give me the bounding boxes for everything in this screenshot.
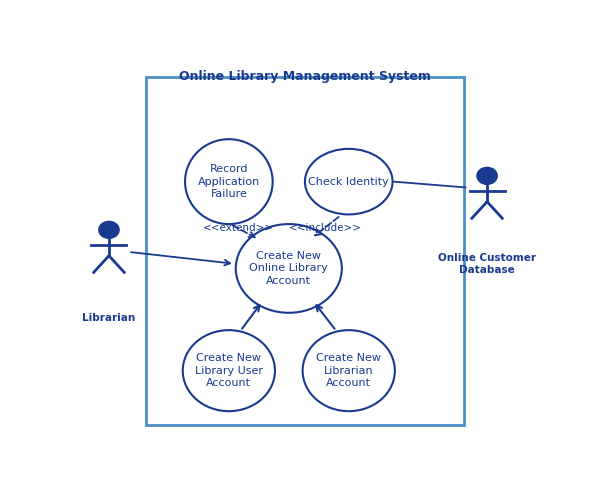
Text: Online Customer
Database: Online Customer Database bbox=[438, 253, 536, 275]
Ellipse shape bbox=[185, 139, 273, 224]
Text: Librarian: Librarian bbox=[82, 313, 136, 323]
Text: Check Identity: Check Identity bbox=[308, 177, 389, 187]
Text: Online Library Management System: Online Library Management System bbox=[179, 70, 431, 83]
Ellipse shape bbox=[183, 330, 275, 411]
Text: Create New
Library User
Account: Create New Library User Account bbox=[195, 353, 263, 388]
Ellipse shape bbox=[99, 221, 119, 238]
Text: Create New
Librarian
Account: Create New Librarian Account bbox=[317, 353, 381, 388]
FancyBboxPatch shape bbox=[146, 78, 464, 425]
Text: Record
Application
Failure: Record Application Failure bbox=[198, 164, 260, 199]
Ellipse shape bbox=[236, 224, 342, 313]
Text: Create New
Online Library
Account: Create New Online Library Account bbox=[249, 251, 328, 286]
Ellipse shape bbox=[303, 330, 395, 411]
Ellipse shape bbox=[477, 167, 497, 184]
Text: <<include>>: <<include>> bbox=[289, 223, 362, 233]
Text: <<extend>>: <<extend>> bbox=[202, 223, 274, 233]
Ellipse shape bbox=[305, 149, 393, 214]
